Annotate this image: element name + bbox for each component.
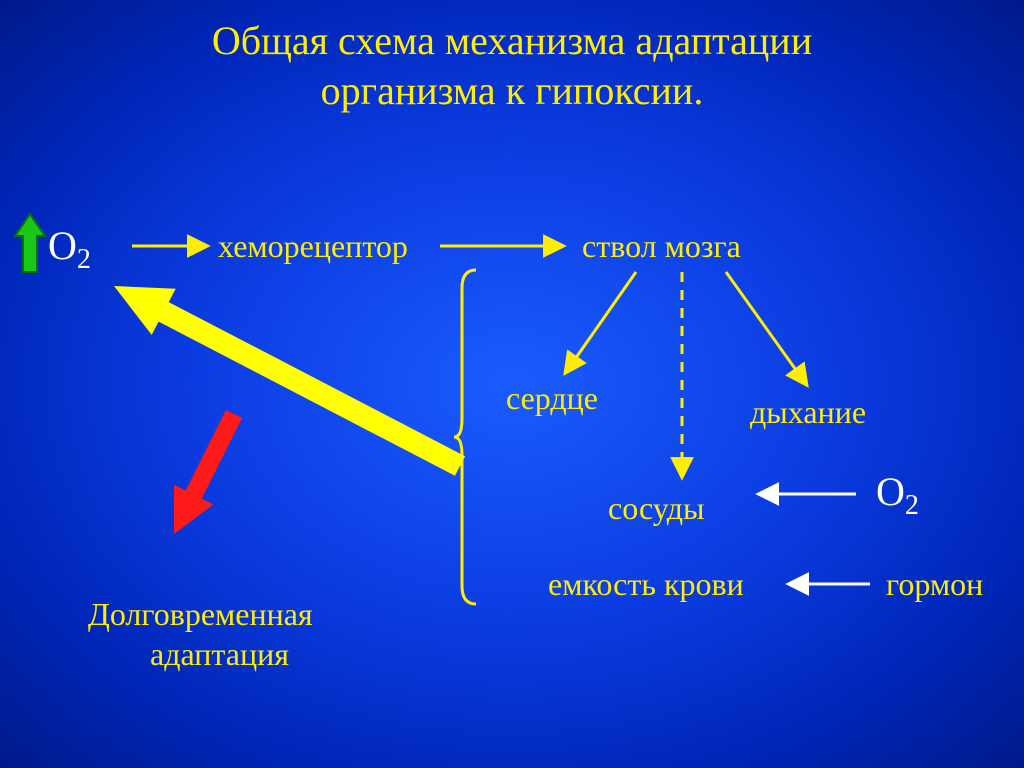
arrow bbox=[726, 272, 806, 384]
arrow bbox=[566, 272, 636, 372]
curly-brace bbox=[454, 270, 476, 604]
slide-stage: Общая схема механизма адаптации организм… bbox=[0, 0, 1024, 768]
node-vessels: сосуды bbox=[608, 490, 705, 527]
title-line-2: организма к гипоксии. bbox=[321, 68, 704, 113]
slide-title: Общая схема механизма адаптации организм… bbox=[0, 16, 1024, 116]
node-blood-capacity: емкость крови bbox=[548, 566, 744, 603]
title-line-1: Общая схема механизма адаптации bbox=[212, 18, 812, 63]
brace-group bbox=[454, 270, 476, 604]
node-longterm-adaptation-line1: Долговременная bbox=[88, 596, 313, 633]
node-heart: сердце bbox=[506, 380, 598, 417]
node-o2-left: O2 bbox=[48, 222, 91, 276]
thick-arrow-yellow bbox=[102, 263, 472, 489]
node-longterm-adaptation-line2: адаптация bbox=[150, 636, 289, 673]
node-brainstem: ствол мозга bbox=[582, 228, 741, 265]
thick-arrow-red bbox=[154, 404, 253, 544]
node-chemoreceptor: хеморецептор bbox=[218, 228, 408, 265]
node-breathing: дыхание bbox=[750, 394, 866, 431]
node-hormone: гормон bbox=[886, 566, 983, 603]
up-arrow-green bbox=[15, 214, 45, 272]
node-o2-right: O2 bbox=[876, 468, 919, 522]
